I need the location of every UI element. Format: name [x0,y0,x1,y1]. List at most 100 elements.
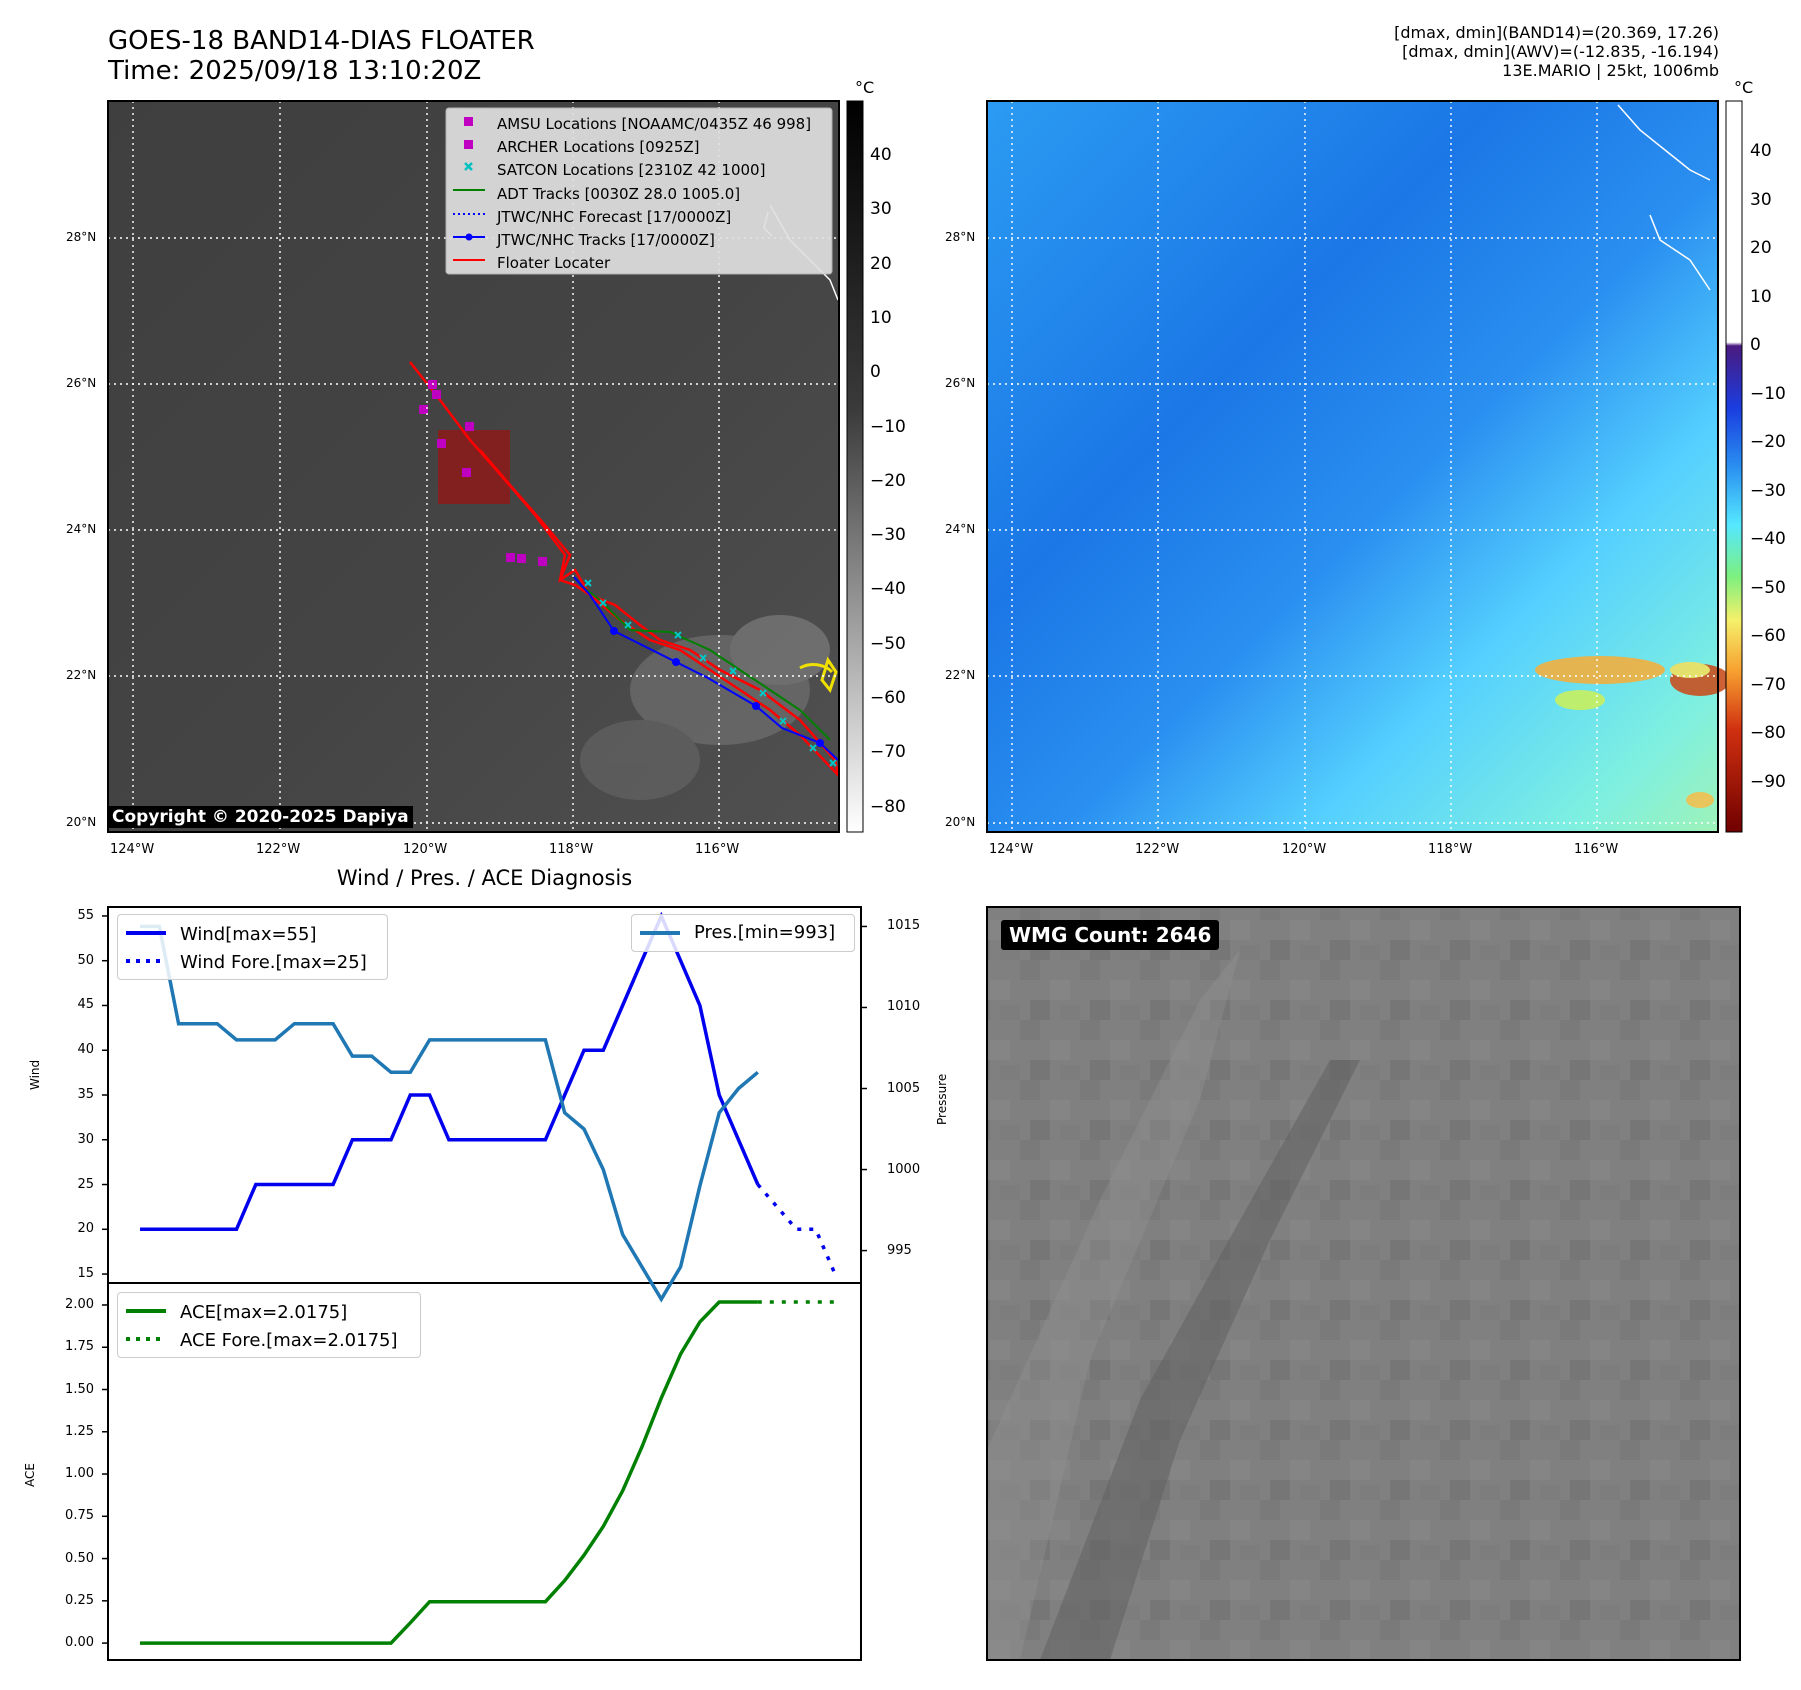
awv-warm-areas [1535,656,1730,808]
pressure-ylabel: Pressure [935,1073,949,1125]
ace-ytick-label: 2.00 [65,1296,94,1312]
awv-coastline-2 [1649,214,1711,291]
awv-lon-tick: 124°W [989,842,1034,857]
ir-colorbar-tick: 10 [870,307,892,328]
awv-lon-tick: 116°W [1574,842,1619,857]
ir-colorbar-tick: −80 [870,796,906,817]
awv-colorbar-tick: −40 [1750,529,1786,549]
ir-colorbar-tick: −10 [870,416,906,437]
wind-ytick-label: 25 [77,1176,94,1192]
pressure-ytick-label: 1005 [887,1080,921,1096]
ir-colorbar-tick: −40 [870,579,906,600]
awv-lat-tick: 24°N [945,522,976,536]
awv-colorbar-tick: −80 [1750,723,1786,743]
ir-lon-tick: 122°W [256,842,301,857]
legend-jtwc-tracks: JTWC/NHC Tracks [17/0000Z] [497,231,715,250]
ace-ytick-label: 0.00 [65,1635,94,1651]
legend-amsu: AMSU Locations [NOAAMC/0435Z 46 998] [497,115,812,133]
ir-colorbar-unit: °C [855,78,875,97]
ir-colorbar-tick: 40 [870,145,892,165]
jtwc-track-points [610,627,824,747]
awv-coastline [1617,104,1711,181]
awv-colorbar-tick: −50 [1750,577,1786,598]
series-line-2 [140,924,759,1303]
awv-colorbar-tick: 20 [1750,238,1772,258]
storm-info: [dmax, dmin](BAND14)=(20.369, 17.26) [dm… [1394,23,1719,80]
wind-ytick-label: 20 [77,1221,94,1237]
legend-wind: Wind[max=55] [180,924,317,945]
awv-colorbar-tick: 0 [1750,335,1761,355]
awv-frame [986,100,1719,833]
ir-lat-tick: 20°N [66,815,97,829]
floater-box [438,430,510,504]
wmg-count-label: WMG Count: 2646 [1001,920,1220,950]
awv-colorbar [1725,100,1743,833]
wmg-dark-band [1040,1060,1360,1660]
wmg-light-band [987,950,1240,1660]
ir-frame [107,100,840,833]
ace-ytick-label: 0.50 [65,1550,94,1566]
awv-colorbar-tick: −20 [1750,432,1786,452]
dmax-awv: [dmax, dmin](AWV)=(-12.835, -16.194) [1402,42,1719,61]
legend-archer: ARCHER Locations [0925Z] [497,138,700,157]
awv-colorbar-tick: 10 [1750,286,1772,307]
ir-legend: AMSU Locations [NOAAMC/0435Z 46 998] ARC… [497,113,811,275]
ace-legend: ACE[max=2.0175] ACE Fore.[max=2.0175] [117,1292,421,1358]
ace-ytick-label: 1.25 [65,1423,94,1439]
awv-colorbar-tick: 40 [1750,141,1772,161]
cold-cloud-contour-2 [799,663,834,674]
awv-lat-tick: 20°N [945,815,976,829]
awv-gridlines [987,101,1718,832]
wind-ytick-label: 30 [77,1131,94,1147]
ir-lat-tick: 26°N [66,376,97,390]
awv-colorbar-tick: −10 [1750,383,1786,404]
legend-adt: ADT Tracks [0030Z 28.0 1005.0] [497,184,741,203]
ir-lon-tick: 118°W [549,842,594,857]
awv-colorbar-tick: −70 [1750,674,1786,695]
chart-title: GOES-18 BAND14-DIAS FLOATER Time: 2025/0… [108,26,535,86]
ir-colorbar-tick: 0 [870,362,881,383]
legend-jtwc-forecast: JTWC/NHC Forecast [17/0000Z] [497,207,732,226]
ace-ytick-label: 1.75 [65,1339,94,1355]
ace-ytick-label: 0.25 [65,1592,94,1608]
title-line-1: GOES-18 BAND14-DIAS FLOATER [108,26,535,56]
storm-summary: 13E.MARIO | 25kt, 1006mb [1502,61,1719,80]
awv-colorbar-tick: −90 [1750,771,1786,792]
pressure-ytick-label: 1010 [887,999,921,1015]
wind-ytick-label: 40 [77,1042,94,1058]
wind-ytick-label: 15 [77,1266,94,1282]
pressure-ytick-label: 1000 [887,1161,921,1177]
ace-ytick-label: 1.00 [65,1466,94,1482]
floater-locater-track [409,361,841,779]
dmax-band14: [dmax, dmin](BAND14)=(20.369, 17.26) [1394,23,1719,42]
wind-legend: Wind[max=55] Wind Fore.[max=25] [117,914,388,980]
awv-colorbar-tick: −60 [1750,626,1786,646]
ir-colorbar-tick: 20 [870,253,892,274]
ace-series-line-0 [140,1300,758,1645]
ir-lat-tick: 28°N [66,230,97,244]
pressure-ytick-label: 995 [887,1242,912,1258]
legend-satcon: SATCON Locations [2310Z 42 1000] [497,161,766,180]
ace-ylabel: ACE [23,1463,37,1487]
awv-colorbar-unit: °C [1734,78,1754,97]
ace-plot [102,1300,835,1645]
ir-lon-tick: 116°W [695,842,740,857]
legend-floater: Floater Locater [497,254,611,273]
wind-ytick-label: 55 [77,907,94,923]
legend-ace: ACE[max=2.0175] [180,1302,348,1323]
ir-legend-box [445,107,833,275]
ir-lat-tick: 24°N [66,522,97,536]
ir-lon-tick: 120°W [403,842,448,857]
awv-lon-tick: 120°W [1282,842,1327,857]
ace-ytick-label: 0.75 [65,1508,94,1524]
ir-lon-tick: 124°W [110,842,155,857]
satcon-markers [584,579,837,767]
ir-legend-markers [453,117,485,261]
title-line-2: Time: 2025/09/18 13:10:20Z [108,56,482,86]
wind-ytick-label: 45 [77,997,94,1013]
legend-ace-forecast: ACE Fore.[max=2.0175] [180,1330,398,1351]
wind-ylabel: Wind [28,1059,42,1090]
adt-track [579,584,831,741]
awv-lat-tick: 28°N [945,230,976,244]
